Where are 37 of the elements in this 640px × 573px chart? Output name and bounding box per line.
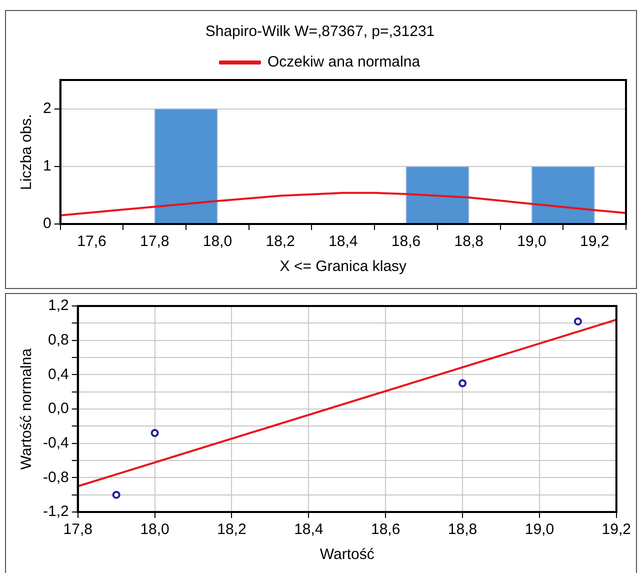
x-tick-label: 19,2: [602, 521, 632, 538]
y-tick-label: 1: [43, 158, 52, 175]
x-tick-label: 18,4: [328, 233, 358, 250]
y-tick-label: 1,2: [48, 297, 69, 314]
y-tick-label: 0,4: [48, 366, 69, 383]
legend-label: Oczekiw ana normalna: [267, 54, 421, 71]
point: [458, 379, 467, 388]
x-tick-label: 19,2: [580, 233, 610, 250]
x-axis-title: Wartość: [320, 546, 375, 564]
y-tick-label: 0,8: [48, 331, 69, 348]
y-axis-title: Liczba obs.: [18, 114, 36, 190]
point: [574, 317, 582, 326]
y-tick-label: -0,8: [42, 468, 69, 486]
y-tick-label: 0: [43, 215, 52, 232]
x-axis-title: X <= Granica klasy: [280, 258, 408, 276]
y-axis-title: Wartość normalna: [18, 348, 36, 470]
y-tick-label: 0,0: [48, 400, 69, 418]
x-tick-label: 18,8: [448, 521, 478, 538]
x-tick-label: 18,0: [140, 521, 170, 538]
point: [150, 429, 159, 438]
y-tick-label: -1,2: [42, 503, 69, 520]
x-tick-label: 17,6: [77, 233, 106, 250]
y-tick-label: -0,4: [42, 434, 69, 452]
y-tick-label: 2: [43, 100, 52, 117]
x-tick-label: 17,8: [140, 233, 170, 250]
x-tick-label: 18,6: [370, 521, 400, 538]
x-tick-label: 18,2: [217, 521, 246, 538]
x-tick-label: 18,4: [294, 521, 324, 538]
x-tick-label: 18,6: [391, 233, 421, 250]
x-tick-label: 18,0: [202, 233, 232, 250]
x-tick-label: 18,8: [454, 233, 484, 250]
point: [112, 490, 120, 499]
x-tick-label: 19,0: [517, 233, 546, 250]
chart-title: Shapiro-Wilk W=,87367, p=,31231: [205, 23, 435, 40]
x-tick-label: 17,8: [63, 521, 92, 538]
x-tick-label: 19,0: [524, 521, 554, 538]
x-tick-label: 18,2: [266, 233, 295, 250]
